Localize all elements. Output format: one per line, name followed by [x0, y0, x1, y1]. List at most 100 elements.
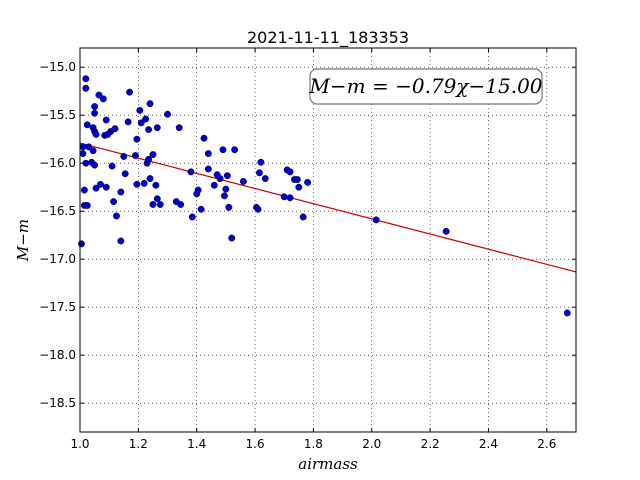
- data-point: [200, 134, 208, 142]
- x-tick-label: 1.4: [187, 437, 206, 451]
- data-point: [220, 192, 228, 200]
- data-point: [89, 147, 97, 155]
- data-point: [82, 75, 90, 83]
- x-tick-labels: 1.0 1.2 1.4 1.6 1.8 2.0 2.2 2.4 2.6: [70, 437, 556, 451]
- data-point: [223, 172, 231, 180]
- data-point: [120, 153, 128, 160]
- fit-line: [79, 142, 577, 273]
- chart-title: 2021-11-11_183353: [247, 28, 409, 48]
- data-point: [136, 106, 144, 114]
- data-point: [299, 213, 307, 221]
- data-point: [563, 309, 571, 317]
- data-point: [197, 205, 205, 213]
- data-point: [78, 240, 85, 248]
- data-point: [99, 95, 107, 103]
- data-point: [219, 146, 227, 154]
- data-point: [111, 125, 119, 133]
- data-point: [164, 110, 171, 118]
- data-point: [96, 180, 104, 188]
- y-tick-label: −16.0: [39, 156, 76, 170]
- data-point: [113, 212, 120, 220]
- data-point: [102, 183, 110, 191]
- data-point: [133, 135, 141, 143]
- data-point: [280, 193, 288, 201]
- data-point: [95, 91, 103, 99]
- data-point: [222, 185, 230, 193]
- data-point: [91, 109, 99, 117]
- x-tick-label: 1.2: [129, 437, 148, 451]
- y-tick-labels: −15.0 −15.5 −16.0 −16.5 −17.0 −17.5 −18.0 −18.5: [39, 60, 76, 410]
- data-point: [372, 216, 380, 224]
- data-point: [124, 118, 132, 126]
- data-point: [145, 155, 153, 163]
- annotation-text: M−m = −0.79χ−15.00: [308, 74, 542, 98]
- y-tick-label: −17.5: [39, 300, 76, 314]
- data-point: [83, 201, 91, 209]
- x-tick-label: 2.2: [421, 437, 440, 451]
- data-point: [153, 124, 161, 132]
- data-point: [92, 130, 100, 138]
- data-point: [225, 203, 233, 211]
- y-tick-label: −17.0: [39, 252, 76, 266]
- data-point: [146, 175, 154, 183]
- data-point: [175, 124, 183, 132]
- data-point: [85, 143, 93, 151]
- x-tick-label: 2.0: [362, 437, 381, 451]
- data-point: [142, 115, 150, 123]
- x-tick-label: 2.4: [479, 437, 498, 451]
- data-point: [145, 126, 153, 134]
- plot-frame: [79, 47, 577, 433]
- data-point: [153, 195, 161, 203]
- data-point: [231, 146, 239, 154]
- data-point: [117, 237, 125, 245]
- data-point: [442, 227, 450, 235]
- y-tick-label: −15.0: [39, 60, 76, 74]
- data-point: [108, 162, 116, 170]
- y-tick-label: −15.5: [39, 108, 76, 122]
- data-point: [110, 198, 118, 206]
- data-point: [228, 234, 236, 242]
- axis-ticks: [79, 48, 576, 432]
- data-point: [204, 165, 212, 173]
- data-point: [210, 181, 218, 189]
- data-point: [83, 121, 91, 129]
- x-tick-label: 1.0: [70, 437, 89, 451]
- data-point: [117, 188, 125, 196]
- data-point: [137, 119, 145, 127]
- data-point: [131, 152, 139, 159]
- data-point: [149, 201, 157, 208]
- data-point: [156, 201, 164, 208]
- data-point: [257, 158, 265, 166]
- data-point: [140, 179, 148, 187]
- data-point: [187, 168, 195, 176]
- x-tick-label: 2.6: [537, 437, 556, 451]
- data-point: [102, 116, 110, 124]
- data-point: [146, 100, 154, 108]
- fit-line-group: [79, 142, 577, 273]
- data-point: [133, 180, 141, 188]
- data-point: [194, 186, 202, 194]
- data-point: [286, 194, 294, 202]
- data-point: [254, 205, 262, 213]
- data-point: [255, 169, 263, 177]
- data-point: [293, 176, 301, 183]
- data-point: [304, 178, 312, 186]
- data-point: [92, 184, 100, 192]
- data-point: [121, 170, 129, 178]
- y-axis-label: M−m: [14, 219, 32, 262]
- data-point: [152, 181, 160, 189]
- data-point: [177, 201, 185, 208]
- y-tick-label: −18.0: [39, 348, 76, 362]
- data-point: [80, 186, 88, 194]
- x-tick-label: 1.8: [304, 437, 323, 451]
- data-point: [295, 183, 303, 191]
- data-point: [239, 177, 247, 185]
- x-tick-label: 1.6: [246, 437, 265, 451]
- data-point: [126, 88, 134, 96]
- data-point: [286, 168, 294, 176]
- data-point: [204, 150, 212, 158]
- grid-lines: [79, 48, 576, 432]
- data-point: [188, 213, 196, 221]
- data-point: [79, 150, 87, 158]
